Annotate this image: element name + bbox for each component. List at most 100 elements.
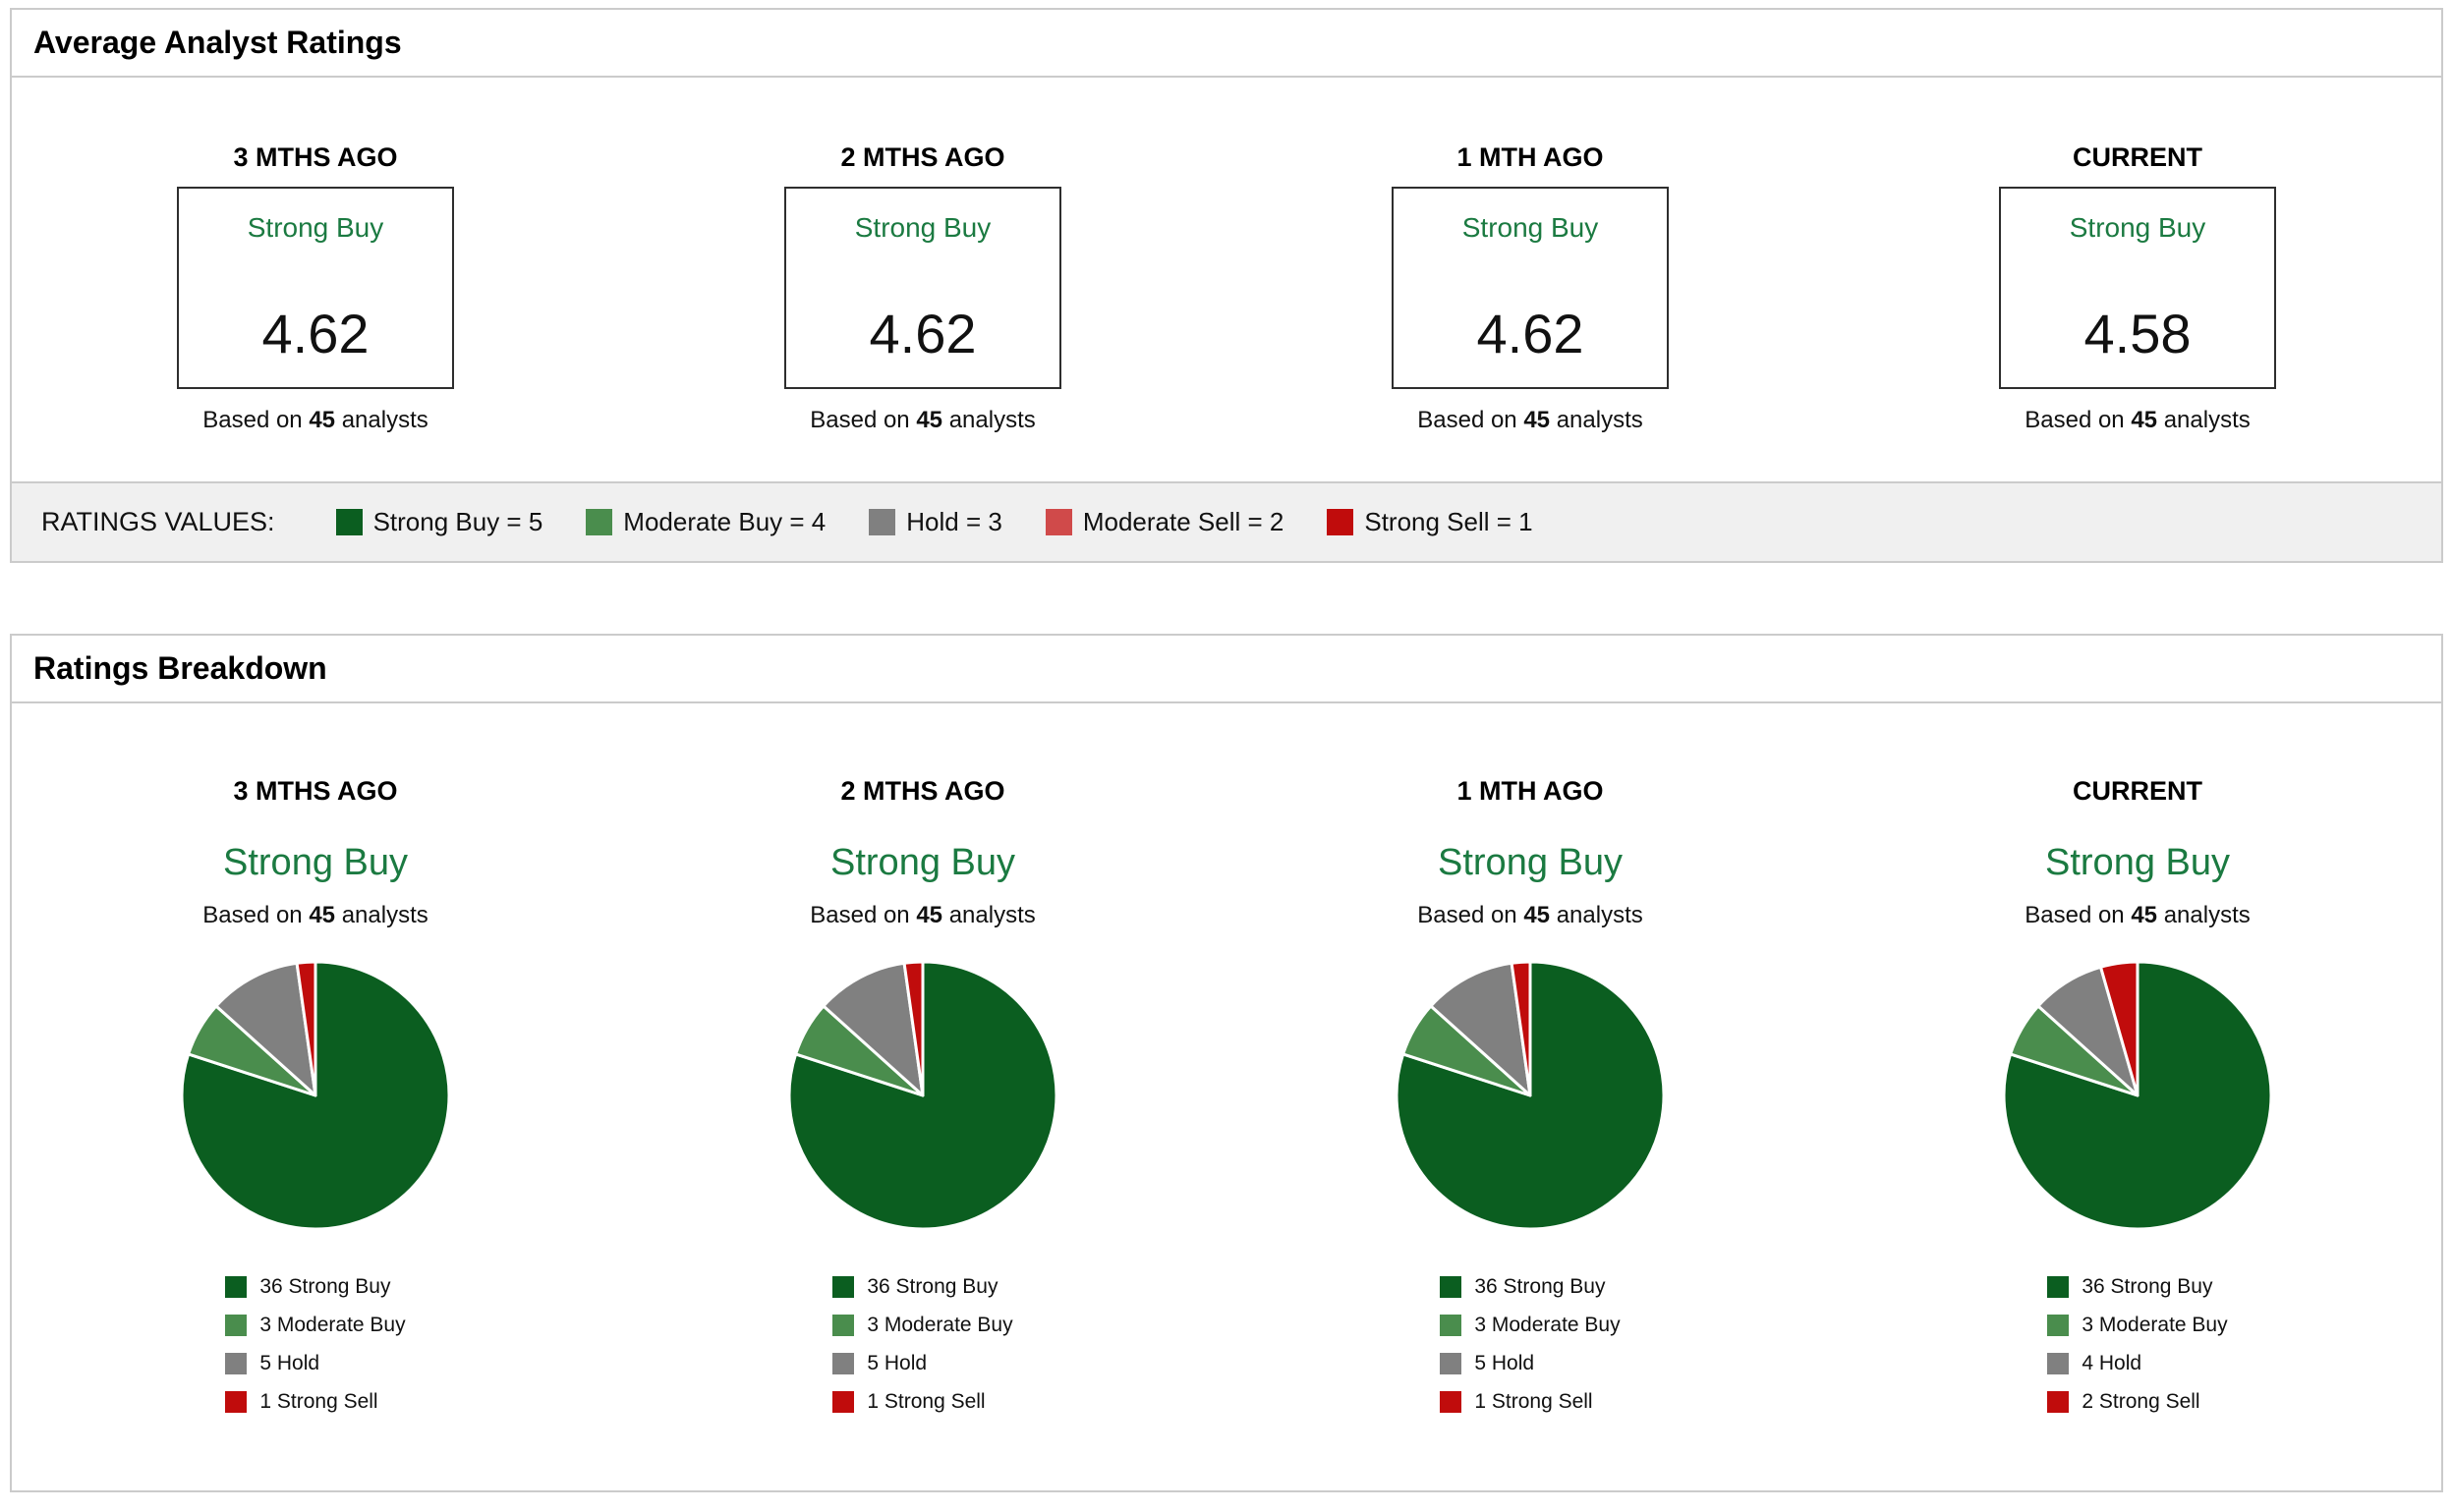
pie-legend-item: 36 Strong Buy — [2047, 1275, 2227, 1299]
pie-legend-label: 3 Moderate Buy — [1474, 1314, 1621, 1336]
pie-legend-label: 3 Moderate Buy — [867, 1314, 1013, 1336]
pie-legend-item: 4 Hold — [2047, 1352, 2227, 1375]
breakdown-period-label: CURRENT — [2073, 776, 2202, 806]
rating-box: Strong Buy 4.58 — [1999, 187, 2276, 389]
pie-legend-swatch — [2047, 1315, 2070, 1336]
breakdown-consensus-label: Strong Buy — [830, 842, 1015, 883]
pie-chart — [1395, 960, 1666, 1231]
ratings-values-label: RATINGS VALUES: — [41, 507, 275, 536]
ratings-value-label: Hold = 3 — [906, 507, 1002, 536]
pie-legend-swatch — [225, 1315, 248, 1336]
ratings-value-swatch — [1045, 509, 1072, 535]
pie-slice-strong-sell — [1510, 960, 1532, 1097]
rating-score-value: 4.62 — [1476, 303, 1584, 364]
ratings-value-item: Strong Buy = 5 — [335, 507, 543, 537]
analyst-count: 45 — [1523, 407, 1551, 433]
breakdown-column: 3 MTHS AGO Strong Buy Based on 45 analysts… — [12, 776, 619, 1414]
pie-legend: 36 Strong Buy 3 Moderate Buy 5 Hold 1 Stron… — [225, 1275, 406, 1414]
analyst-count: 45 — [2131, 407, 2158, 433]
pie-legend: 36 Strong Buy 3 Moderate Buy 5 Hold 1 Stron… — [832, 1275, 1013, 1414]
breakdown-column: CURRENT Strong Buy Based on 45 analysts 36 … — [1834, 776, 2441, 1414]
average-ratings-header: Average Analyst Ratings — [12, 10, 2441, 78]
analyst-count: 45 — [309, 407, 336, 433]
pie-legend-swatch — [2047, 1276, 2070, 1298]
rating-period-label: 2 MTHS AGO — [840, 142, 1005, 172]
rating-consensus-label: Strong Buy — [1461, 212, 1599, 243]
rating-period-label: 3 MTHS AGO — [233, 142, 398, 172]
pie-legend-swatch — [832, 1353, 855, 1374]
pie-slice-hold — [1429, 961, 1532, 1097]
breakdown-column: 1 MTH AGO Strong Buy Based on 45 analysts 3… — [1226, 776, 1834, 1414]
pie-slice-strong-sell — [902, 960, 925, 1097]
rating-score-value: 4.62 — [261, 303, 370, 364]
analyst-count-note: Based on 45 analysts — [1417, 407, 1643, 433]
ratings-value-swatch — [869, 509, 896, 535]
average-analyst-ratings-panel: Average Analyst Ratings 3 MTHS AGO Strong… — [10, 8, 2443, 563]
pie-legend-item: 5 Hold — [225, 1352, 405, 1375]
pie-chart-container — [1392, 957, 1669, 1234]
analyst-count-note: Based on 45 analysts — [2025, 902, 2251, 928]
rating-consensus-label: Strong Buy — [247, 212, 384, 243]
ratings-value-label: Strong Buy = 5 — [372, 507, 543, 536]
ratings-value-swatch — [1327, 509, 1354, 535]
rating-score-value: 4.58 — [2083, 303, 2192, 364]
pie-legend-item: 1 Strong Sell — [1440, 1390, 1620, 1414]
analyst-count-note: Based on 45 analysts — [2025, 407, 2251, 433]
breakdown-consensus-label: Strong Buy — [1438, 842, 1623, 883]
pie-legend-swatch — [1440, 1353, 1462, 1374]
ratings-breakdown-title: Ratings Breakdown — [33, 650, 327, 686]
pie-slice-hold — [822, 961, 925, 1097]
rating-box: Strong Buy 4.62 — [177, 187, 454, 389]
pie-legend-item: 36 Strong Buy — [832, 1275, 1012, 1299]
pie-chart-container — [784, 957, 1061, 1234]
pie-legend-label: 5 Hold — [259, 1352, 320, 1374]
pie-legend-swatch — [1440, 1276, 1462, 1298]
section-gap — [10, 563, 2443, 634]
pie-legend-swatch — [832, 1391, 855, 1413]
pie-legend-swatch — [1440, 1315, 1462, 1336]
pie-slice-hold — [214, 961, 317, 1097]
pie-legend-item: 3 Moderate Buy — [1440, 1314, 1621, 1337]
pie-slice-strong-sell — [2099, 960, 2139, 1097]
ratings-value-label: Moderate Buy = 4 — [623, 507, 827, 536]
pie-legend-swatch — [225, 1276, 248, 1298]
pie-legend-item: 3 Moderate Buy — [2047, 1314, 2228, 1337]
pie-legend-label: 3 Moderate Buy — [2082, 1314, 2228, 1336]
pie-legend-swatch — [832, 1276, 855, 1298]
ratings-breakdown-header: Ratings Breakdown — [12, 636, 2441, 703]
ratings-value-swatch — [586, 509, 613, 535]
pie-legend-label: 2 Strong Sell — [2082, 1390, 2200, 1413]
breakdown-period-label: 2 MTHS AGO — [840, 776, 1005, 806]
pie-legend-swatch — [225, 1353, 248, 1374]
pie-legend-item: 1 Strong Sell — [832, 1390, 1012, 1414]
rating-period-label: 1 MTH AGO — [1456, 142, 1604, 172]
breakdown-consensus-label: Strong Buy — [2045, 842, 2230, 883]
pie-legend-label: 5 Hold — [1474, 1352, 1535, 1374]
pie-legend-item: 2 Strong Sell — [2047, 1390, 2227, 1414]
average-rating-column: CURRENT Strong Buy 4.58 Based on 45 analyst… — [1834, 142, 2441, 434]
pie-legend-item: 5 Hold — [832, 1352, 1012, 1375]
rating-consensus-label: Strong Buy — [854, 212, 992, 243]
pie-legend-swatch — [2047, 1353, 2070, 1374]
pie-legend-label: 36 Strong Buy — [867, 1275, 998, 1298]
pie-legend: 36 Strong Buy 3 Moderate Buy 5 Hold 1 Stron… — [1440, 1275, 1621, 1414]
ratings-value-label: Strong Sell = 1 — [1364, 507, 1533, 536]
average-ratings-columns: 3 MTHS AGO Strong Buy 4.62 Based on 45 anal… — [12, 78, 2441, 481]
average-rating-column: 3 MTHS AGO Strong Buy 4.62 Based on 45 anal… — [12, 142, 619, 434]
pie-legend-item: 36 Strong Buy — [225, 1275, 405, 1299]
analyst-count-note: Based on 45 analysts — [202, 407, 428, 433]
pie-legend-label: 1 Strong Sell — [259, 1390, 378, 1413]
pie-legend-label: 4 Hold — [2082, 1352, 2142, 1374]
pie-legend-swatch — [2047, 1391, 2070, 1413]
pie-legend-label: 1 Strong Sell — [1474, 1390, 1593, 1413]
analyst-count-note: Based on 45 analysts — [810, 407, 1036, 433]
rating-box: Strong Buy 4.62 — [1392, 187, 1669, 389]
ratings-values-strip: RATINGS VALUES: Strong Buy = 5 Moderate B… — [12, 481, 2441, 561]
pie-legend-item: 3 Moderate Buy — [832, 1314, 1013, 1337]
pie-legend: 36 Strong Buy 3 Moderate Buy 4 Hold 2 Stron… — [2047, 1275, 2228, 1414]
analyst-count-note: Based on 45 analysts — [810, 902, 1036, 928]
ratings-values-legend: Strong Buy = 5 Moderate Buy = 4 Hold = 3 Mo… — [335, 507, 1533, 537]
ratings-value-label: Moderate Sell = 2 — [1082, 507, 1284, 536]
rating-consensus-label: Strong Buy — [2069, 212, 2206, 243]
